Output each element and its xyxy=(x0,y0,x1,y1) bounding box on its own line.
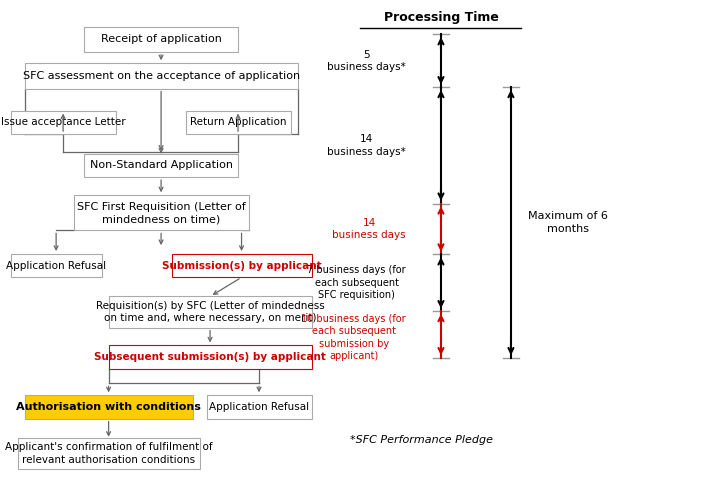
FancyBboxPatch shape xyxy=(11,111,116,134)
Text: 7 business days (for
each subsequent
SFC requisition): 7 business days (for each subsequent SFC… xyxy=(307,265,406,300)
Text: *SFC Performance Pledge: *SFC Performance Pledge xyxy=(350,435,493,445)
Text: Non-Standard Application: Non-Standard Application xyxy=(89,160,233,170)
Text: Authorisation with conditions: Authorisation with conditions xyxy=(16,402,201,412)
Text: 5
business days*: 5 business days* xyxy=(327,49,406,72)
Text: SFC First Requisition (Letter of
mindedness on time): SFC First Requisition (Letter of mindedn… xyxy=(76,202,246,224)
FancyBboxPatch shape xyxy=(84,26,238,52)
FancyBboxPatch shape xyxy=(11,254,101,277)
FancyBboxPatch shape xyxy=(74,195,248,231)
Text: SFC assessment on the acceptance of application: SFC assessment on the acceptance of appl… xyxy=(23,71,300,81)
Text: Return Application: Return Application xyxy=(190,117,286,127)
Text: Application Refusal: Application Refusal xyxy=(209,402,309,412)
Text: 14
business days*: 14 business days* xyxy=(327,134,406,157)
FancyBboxPatch shape xyxy=(171,254,311,277)
FancyBboxPatch shape xyxy=(206,395,311,419)
FancyBboxPatch shape xyxy=(109,345,311,369)
FancyBboxPatch shape xyxy=(24,63,298,89)
FancyBboxPatch shape xyxy=(84,154,238,177)
Text: Subsequent submission(s) by applicant: Subsequent submission(s) by applicant xyxy=(94,352,326,362)
Text: 14
business days: 14 business days xyxy=(332,218,406,240)
Text: Application Refusal: Application Refusal xyxy=(6,260,106,270)
FancyBboxPatch shape xyxy=(18,438,200,469)
FancyBboxPatch shape xyxy=(109,296,311,328)
Text: Receipt of application: Receipt of application xyxy=(101,34,221,44)
FancyBboxPatch shape xyxy=(186,111,291,134)
Text: Maximum of 6
months: Maximum of 6 months xyxy=(528,212,608,234)
FancyBboxPatch shape xyxy=(24,395,193,419)
Text: 10 business days (for
each subsequent
submission by
applicant): 10 business days (for each subsequent su… xyxy=(301,314,406,361)
Text: Applicant's confirmation of fulfilment of
relevant authorisation conditions: Applicant's confirmation of fulfilment o… xyxy=(5,442,212,465)
Text: Issue acceptance Letter: Issue acceptance Letter xyxy=(1,117,126,127)
Text: Requisition(s) by SFC (Letter of mindedness
on time and, where necessary, on mer: Requisition(s) by SFC (Letter of mindedn… xyxy=(96,301,324,323)
Text: Processing Time: Processing Time xyxy=(383,10,498,24)
Text: Submission(s) by applicant: Submission(s) by applicant xyxy=(162,260,321,270)
